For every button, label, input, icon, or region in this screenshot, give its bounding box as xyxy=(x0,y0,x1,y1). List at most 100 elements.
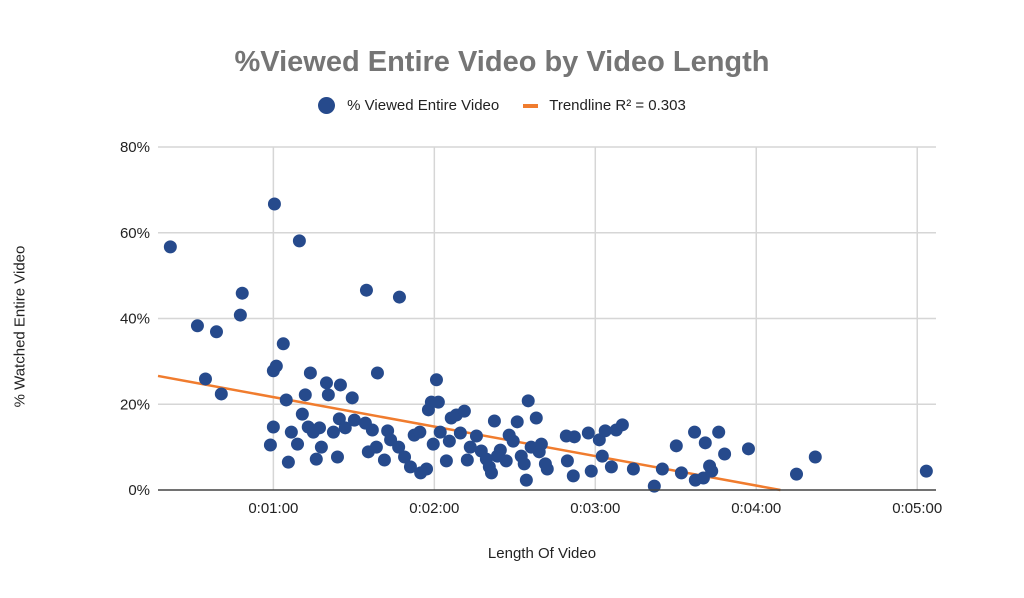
data-point[interactable] xyxy=(705,464,719,478)
data-point[interactable] xyxy=(403,460,417,474)
data-point[interactable] xyxy=(369,440,383,454)
data-point[interactable] xyxy=(281,455,295,469)
data-point[interactable] xyxy=(314,440,328,454)
data-point[interactable] xyxy=(433,425,447,439)
data-point[interactable] xyxy=(347,413,361,427)
y-tick-label: 40% xyxy=(120,311,150,328)
data-point[interactable] xyxy=(338,421,352,435)
data-point[interactable] xyxy=(595,449,609,463)
data-point[interactable] xyxy=(198,372,212,386)
data-point[interactable] xyxy=(487,414,501,428)
data-point[interactable] xyxy=(566,469,580,483)
data-point[interactable] xyxy=(718,447,732,461)
data-point[interactable] xyxy=(510,415,524,429)
data-point[interactable] xyxy=(460,453,474,467)
data-point[interactable] xyxy=(359,283,373,297)
data-point[interactable] xyxy=(291,437,305,451)
data-point[interactable] xyxy=(235,286,249,300)
line-marker-icon xyxy=(523,103,539,108)
data-point[interactable] xyxy=(429,373,443,387)
data-point[interactable] xyxy=(365,423,379,437)
data-point[interactable] xyxy=(506,434,520,448)
data-point[interactable] xyxy=(263,438,277,452)
legend-item-trendline[interactable]: Trendline R² = 0.303 xyxy=(523,97,686,114)
data-point[interactable] xyxy=(392,290,406,304)
data-point[interactable] xyxy=(581,426,595,440)
y-tick-label: 60% xyxy=(120,225,150,242)
data-point[interactable] xyxy=(298,388,312,402)
data-point[interactable] xyxy=(741,442,755,456)
data-point[interactable] xyxy=(442,434,456,448)
data-point[interactable] xyxy=(484,466,498,480)
data-point[interactable] xyxy=(321,388,335,402)
data-point[interactable] xyxy=(345,391,359,405)
data-point[interactable] xyxy=(267,197,281,211)
data-point[interactable] xyxy=(392,440,406,454)
data-point[interactable] xyxy=(698,436,712,450)
data-point[interactable] xyxy=(655,462,669,476)
data-point[interactable] xyxy=(457,404,471,418)
legend-item-series[interactable]: % Viewed Entire Video xyxy=(318,97,499,114)
data-point[interactable] xyxy=(233,308,247,322)
data-point[interactable] xyxy=(688,425,702,439)
data-point[interactable] xyxy=(279,393,293,407)
y-axis-ticks: 0% 20% 40% 60% 80% xyxy=(120,139,150,499)
data-point[interactable] xyxy=(521,394,535,408)
data-point[interactable] xyxy=(413,425,427,439)
data-point[interactable] xyxy=(808,450,822,464)
data-point[interactable] xyxy=(567,430,581,444)
data-point[interactable] xyxy=(292,234,306,248)
data-point[interactable] xyxy=(333,378,347,392)
data-point[interactable] xyxy=(214,387,228,401)
data-point[interactable] xyxy=(615,418,629,432)
data-point[interactable] xyxy=(420,462,434,476)
data-point[interactable] xyxy=(326,425,340,439)
data-point[interactable] xyxy=(499,454,513,468)
data-point[interactable] xyxy=(519,473,533,487)
data-point[interactable] xyxy=(626,462,640,476)
data-point[interactable] xyxy=(377,453,391,467)
data-point[interactable] xyxy=(604,460,618,474)
data-point[interactable] xyxy=(674,466,688,480)
data-point[interactable] xyxy=(453,426,467,440)
data-point[interactable] xyxy=(669,439,683,453)
data-point[interactable] xyxy=(163,240,177,254)
data-point[interactable] xyxy=(431,395,445,409)
data-point[interactable] xyxy=(463,440,477,454)
data-point[interactable] xyxy=(313,421,327,435)
data-point[interactable] xyxy=(319,376,333,390)
data-point[interactable] xyxy=(398,450,412,464)
data-point[interactable] xyxy=(309,452,323,466)
data-points xyxy=(163,197,933,493)
data-point[interactable] xyxy=(209,325,223,339)
y-tick-label: 80% xyxy=(120,139,150,156)
data-point[interactable] xyxy=(190,319,204,333)
data-point[interactable] xyxy=(517,457,531,471)
data-point[interactable] xyxy=(789,467,803,481)
data-point[interactable] xyxy=(529,411,543,425)
data-point[interactable] xyxy=(439,454,453,468)
data-point[interactable] xyxy=(276,337,290,351)
data-point[interactable] xyxy=(269,359,283,373)
data-point[interactable] xyxy=(426,437,440,451)
x-axis-label: Length Of Video xyxy=(487,545,597,562)
data-point[interactable] xyxy=(712,425,726,439)
chart-legend: % Viewed Entire Video Trendline R² = 0.3… xyxy=(0,97,1004,114)
data-point[interactable] xyxy=(330,450,344,464)
data-point[interactable] xyxy=(598,424,612,438)
data-point[interactable] xyxy=(266,420,280,434)
data-point[interactable] xyxy=(303,366,317,380)
x-tick-label: 0:02:00 xyxy=(409,500,459,517)
data-point[interactable] xyxy=(560,454,574,468)
data-point[interactable] xyxy=(295,407,309,421)
data-point[interactable] xyxy=(534,437,548,451)
x-tick-label: 0:04:00 xyxy=(731,500,781,517)
data-point[interactable] xyxy=(370,366,384,380)
data-point[interactable] xyxy=(584,464,598,478)
data-point[interactable] xyxy=(493,443,507,457)
data-point[interactable] xyxy=(284,425,298,439)
data-point[interactable] xyxy=(540,462,554,476)
data-point[interactable] xyxy=(469,429,483,443)
data-point[interactable] xyxy=(919,464,933,478)
